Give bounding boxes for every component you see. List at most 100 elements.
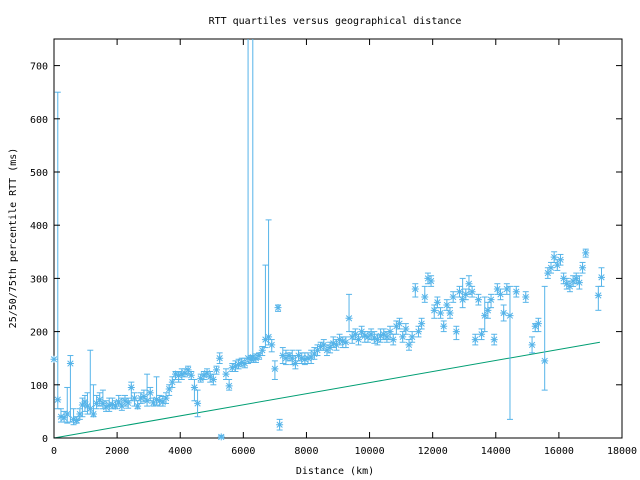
median-marker [380,330,388,338]
median-marker [424,274,432,282]
chart-title: RTT quartiles versus geographical distan… [209,16,462,27]
median-marker [541,357,549,365]
median-marker [386,328,394,336]
median-marker [459,296,467,304]
median-marker [370,334,378,342]
x-tick-label: 14000 [481,446,511,457]
median-marker [153,396,161,404]
median-marker [408,333,416,341]
median-marker [396,320,404,328]
median-marker [159,398,167,406]
median-marker [452,328,460,336]
y-tick-label: 600 [30,115,48,126]
median-marker [332,341,340,349]
median-marker [348,333,356,341]
median-marker [414,328,422,336]
median-marker [184,366,192,374]
median-marker [96,396,104,404]
data-point [346,293,353,333]
median-marker [73,416,81,424]
median-marker [474,296,482,304]
median-marker [572,274,580,282]
median-marker [462,290,470,298]
y-tick-label: 400 [30,221,48,232]
median-marker [560,274,568,282]
median-marker [165,385,173,393]
median-marker [339,337,347,345]
median-marker [143,397,151,405]
median-marker [149,399,157,407]
median-marker [60,414,68,422]
median-marker [288,354,296,362]
median-marker [274,304,282,312]
median-marker [329,339,337,347]
median-marker [336,336,344,344]
median-marker [99,399,107,407]
median-marker [506,312,514,320]
median-marker [276,421,284,429]
median-marker [490,336,498,344]
median-marker [455,288,463,296]
median-marker [307,353,315,361]
data-point [506,285,513,420]
median-marker [531,322,539,330]
y-tick-label: 500 [30,168,48,179]
plot-frame [53,38,623,439]
median-marker [440,322,448,330]
median-marker [178,370,186,378]
median-marker [500,309,508,317]
median-marker [471,336,479,344]
median-marker [127,383,135,391]
median-marker [446,309,454,317]
median-marker [522,293,530,301]
median-marker [261,336,269,344]
median-marker [57,413,65,421]
median-marker [579,264,587,272]
median-marker [206,373,214,381]
x-tick-label: 10000 [355,446,385,457]
median-marker [355,336,363,344]
median-marker [194,399,202,407]
y-tick-label: 700 [30,62,48,73]
plot-area [50,38,623,441]
median-marker [235,361,243,369]
median-marker [497,290,505,298]
median-point-layer [50,249,605,441]
median-marker [433,298,441,306]
x-axis-label: Distance (km) [296,466,374,477]
median-marker [258,346,266,354]
median-marker [323,346,331,354]
median-marker [291,360,299,368]
median-marker [50,355,58,363]
median-marker [465,280,473,288]
reference-line [53,341,600,439]
median-marker [553,261,561,269]
median-marker [130,394,138,402]
median-marker [252,354,260,362]
median-marker [108,400,116,408]
x-tick-label: 2000 [105,446,129,457]
median-marker [66,360,74,368]
reference-line-layer [53,341,600,439]
median-marker [146,389,154,397]
median-marker [200,371,208,379]
median-marker [76,410,84,418]
median-marker [528,341,536,349]
median-marker [556,256,564,264]
median-marker [249,353,257,361]
median-marker [389,336,397,344]
median-marker [168,378,176,386]
median-marker [468,288,476,296]
x-tick-label: 0 [51,446,57,457]
median-marker [304,354,312,362]
median-marker [187,371,195,379]
median-marker [317,342,325,350]
median-marker [222,370,230,378]
x-tick-label: 4000 [168,446,192,457]
median-marker [203,369,211,377]
median-marker [547,264,555,272]
median-marker [481,312,489,320]
data-point [249,39,256,362]
median-marker [358,328,366,336]
